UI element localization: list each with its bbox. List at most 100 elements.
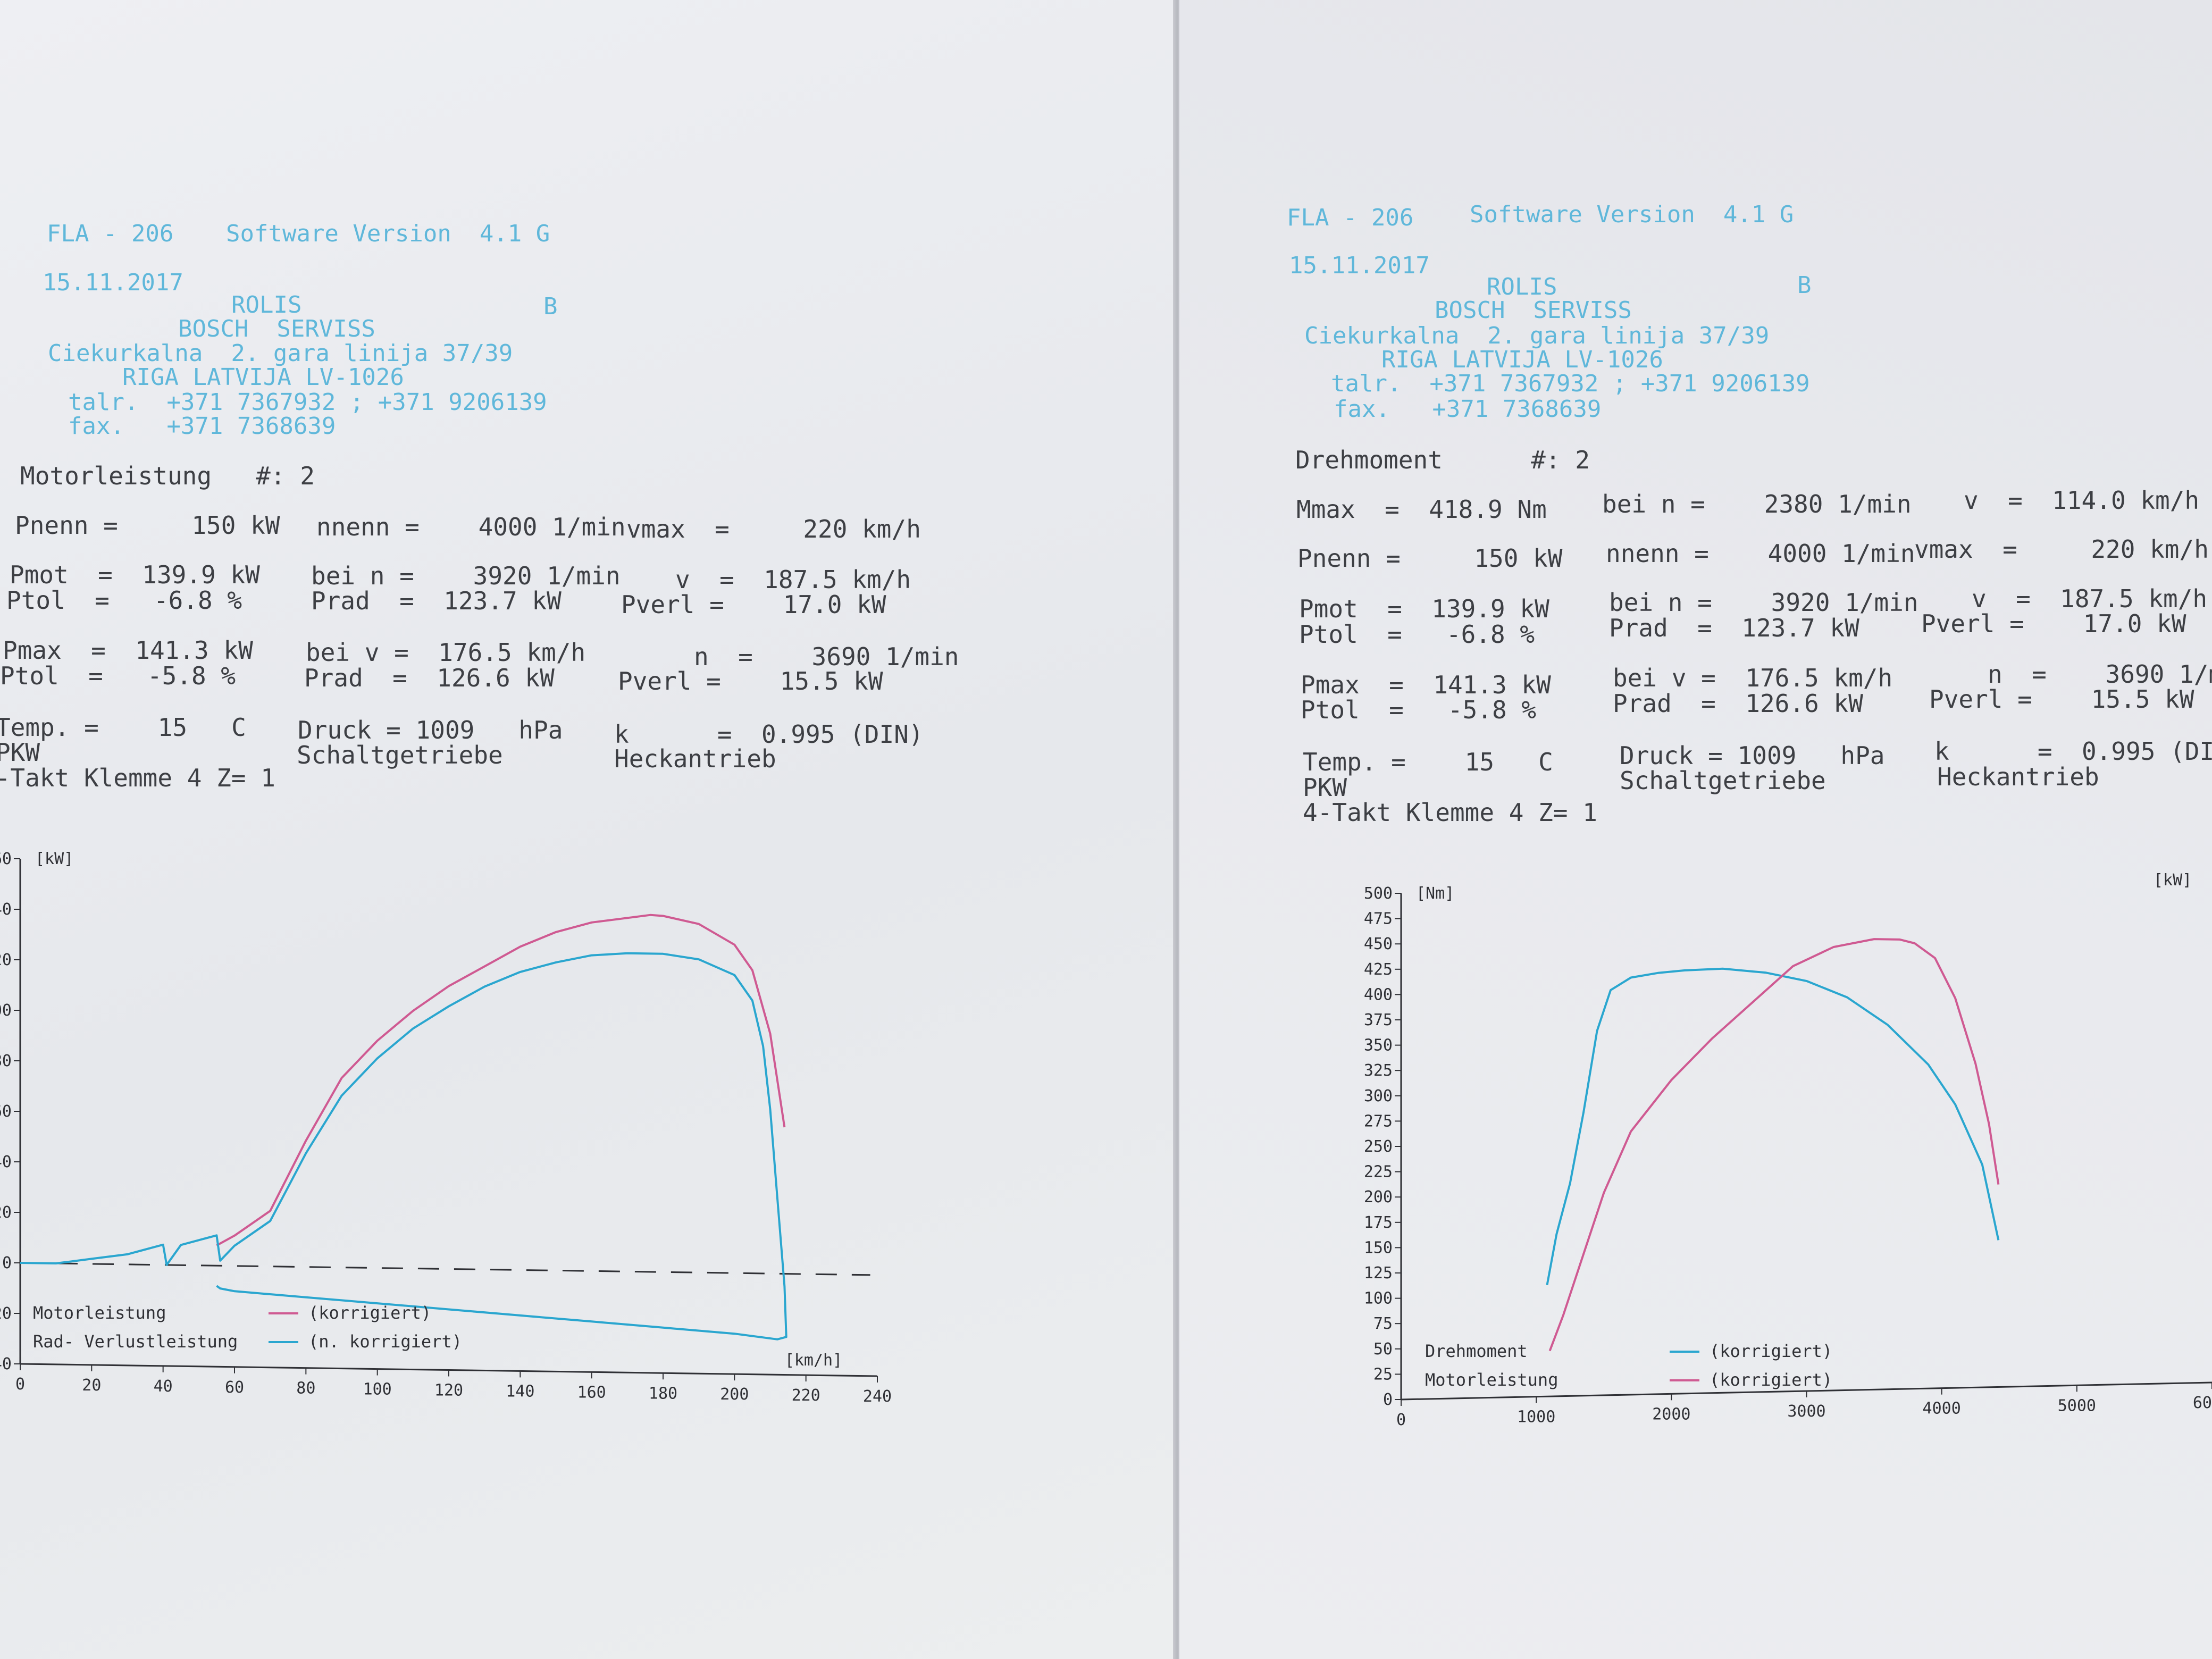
bei-v-value: bei v = 176.5 km/h <box>1613 664 1893 692</box>
ptol-value-2: Ptol = -5.8 % <box>0 661 236 690</box>
bei-n-torque: bei n = 2380 1/min <box>1602 490 1912 518</box>
y-tick-label: 100 <box>1364 1289 1393 1308</box>
pverl-value-2: Pverl = 15.5 kW <box>618 667 883 696</box>
x-tick-label: 0 <box>1396 1411 1406 1429</box>
y-tick-label: 25 <box>1373 1365 1393 1384</box>
software-version: Software Version 4.1 G <box>226 220 550 247</box>
legend-sublabel-2: (n. korrigiert) <box>308 1331 462 1352</box>
legend-label-1: Drehmoment <box>1425 1341 1528 1361</box>
correction-factor: k = 0.995 (DIN) <box>614 720 924 749</box>
x-tick-label: 140 <box>506 1382 534 1401</box>
legend-label-1: Motorleistung <box>33 1303 166 1323</box>
x-tick-label: 200 <box>720 1385 749 1404</box>
vmax-value: vmax = 220 km/h <box>1914 535 2209 564</box>
gearbox-type: Schaltgetriebe <box>297 741 503 769</box>
device-id: FLA - 206 <box>1287 204 1414 231</box>
y-tick-label: 175 <box>1364 1213 1393 1232</box>
x-tick-label: 60 <box>225 1378 244 1397</box>
y-tick-label: 250 <box>1364 1137 1393 1156</box>
drive-type: Heckantrieb <box>1937 763 2099 791</box>
y-tick-label: 200 <box>1364 1188 1393 1206</box>
x-tick-label: 240 <box>863 1387 892 1406</box>
x-tick-label: 180 <box>649 1384 677 1403</box>
y-tick-label: 500 <box>1364 884 1393 903</box>
pverl-value-1: Pverl = 17.0 kW <box>621 590 886 619</box>
print-date: 15.11.2017 <box>43 269 183 296</box>
city-address: RIGA LATVIJA LV-1026 <box>122 364 404 391</box>
fax-number: fax. +371 7368639 <box>1334 396 1602 423</box>
x-tick-label: 3000 <box>1787 1402 1825 1421</box>
x-tick-label: 40 <box>154 1377 173 1396</box>
x-tick-label: 6000 <box>2193 1394 2212 1412</box>
temperature-value: Temp. = 15 C <box>1303 748 1553 776</box>
pmot-value: Pmot = 139.9 kW <box>1299 594 1549 623</box>
y-tick-label: 400 <box>1364 985 1393 1004</box>
engine-info: 4-Takt Klemme 4 Z= 1 <box>1303 798 1597 827</box>
vehicle-type: PKW <box>1303 773 1347 802</box>
test-title: Motorleistung #: 2 <box>20 462 315 490</box>
gearbox-type: Schaltgetriebe <box>1620 766 1826 795</box>
x-tick-label: 220 <box>792 1386 820 1405</box>
series-line-1 <box>1546 967 2000 1286</box>
y-tick-label: -20 <box>0 1304 12 1323</box>
service-name: BOSCH SERVISS <box>1435 297 1632 324</box>
y2-unit-label: [kW] <box>2154 871 2192 890</box>
prad-value-2: Prad = 126.6 kW <box>304 664 555 692</box>
street-address: Ciekurkalna 2. gara linija 37/39 <box>48 340 513 367</box>
y-tick-label: 0 <box>1383 1390 1393 1409</box>
legend-sublabel-1: (korrigiert) <box>308 1303 431 1323</box>
engine-info: 4-Takt Klemme 4 Z= 1 <box>0 764 275 792</box>
company-name: ROLIS <box>1487 273 1557 300</box>
pmot-value: Pmot = 139.9 kW <box>10 560 260 589</box>
pmax-value: Pmax = 141.3 kW <box>3 636 253 665</box>
legend-label-2: Motorleistung <box>1425 1370 1558 1390</box>
x-tick-label: 120 <box>434 1381 463 1400</box>
drive-type: Heckantrieb <box>614 744 776 773</box>
x-tick-label: 0 <box>15 1375 25 1394</box>
y-tick-label: 425 <box>1364 960 1393 979</box>
mmax-value: Mmax = 418.9 Nm <box>1296 495 1547 524</box>
bei-v-value: bei v = 176.5 km/h <box>306 638 586 667</box>
printout-page-right: FLA - 206 Software Version 4.1 G 15.11.2… <box>1179 0 2212 1659</box>
bei-n-value-1: bei n = 3920 1/min <box>1609 588 1918 617</box>
x-tick-label: 100 <box>363 1380 392 1399</box>
v-torque: v = 114.0 km/h <box>1964 486 2200 515</box>
series-line-2 <box>20 952 787 1340</box>
page-code: B <box>1797 272 1812 299</box>
device-id: FLA - 206 <box>47 220 174 247</box>
n-value-2: n = 3690 1/min <box>694 642 959 671</box>
y-unit-label: [kW] <box>35 850 73 868</box>
pnenn-value: Pnenn = 150 kW <box>1297 544 1563 573</box>
test-title: Drehmoment #: 2 <box>1295 446 1590 474</box>
y-unit-label: [Nm] <box>1416 884 1454 903</box>
pverl-value-2: Pverl = 15.5 kW <box>1929 685 2194 714</box>
y-tick-label: 125 <box>1364 1264 1393 1283</box>
series-line-1 <box>216 914 786 1247</box>
company-name: ROLIS <box>231 291 302 319</box>
phone-number: talr. +371 7367932 ; +371 9206139 <box>1331 370 1810 397</box>
y-tick-label: 100 <box>0 1001 12 1020</box>
y-tick-label: 50 <box>1373 1340 1393 1359</box>
prad-value-1: Prad = 123.7 kW <box>1609 614 1859 642</box>
y-tick-label: 300 <box>1364 1087 1393 1105</box>
x-tick-label: 80 <box>296 1379 315 1398</box>
x-tick-label: 4000 <box>1923 1400 1961 1418</box>
y-tick-label: 275 <box>1364 1112 1393 1130</box>
y-tick-label: 0 <box>2 1254 12 1272</box>
y-tick-label: 40 <box>0 1153 12 1171</box>
x-unit-label: [km/h] <box>785 1351 842 1370</box>
y-tick-label: 140 <box>0 900 12 919</box>
x-tick-label: 160 <box>577 1383 606 1402</box>
n-value-2: n = 3690 1/min <box>1988 660 2212 689</box>
software-version: Software Version 4.1 G <box>1470 201 1794 228</box>
y-tick-label: 160 <box>0 850 12 868</box>
ptol-value-1: Ptol = -6.8 % <box>6 586 242 615</box>
correction-factor: k = 0.995 (DIN) <box>1934 737 2212 766</box>
vehicle-type: PKW <box>0 738 40 767</box>
v-value-1: v = 187.5 km/h <box>1972 584 2208 613</box>
nnenn-value: nnenn = 4000 1/min <box>1606 539 1915 568</box>
y-tick-label: 225 <box>1364 1163 1393 1182</box>
city-address: RIGA LATVIJA LV-1026 <box>1381 346 1663 373</box>
legend-sublabel-2: (korrigiert) <box>1710 1370 1832 1390</box>
